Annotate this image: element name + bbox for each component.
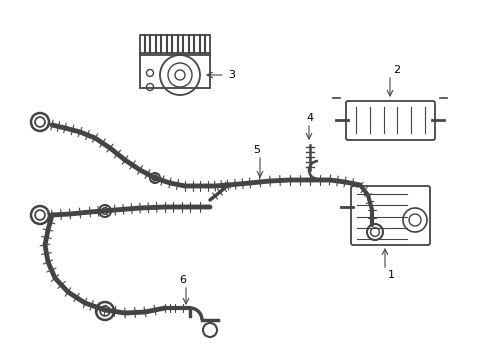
Text: 3: 3 [228,70,235,80]
Text: 4: 4 [306,113,313,123]
Bar [140,53,210,88]
Text: 6: 6 [179,275,186,285]
Text: 5: 5 [253,145,260,155]
Text: 1: 1 [388,270,395,280]
Text: 2: 2 [393,65,400,75]
Bar [140,35,210,55]
